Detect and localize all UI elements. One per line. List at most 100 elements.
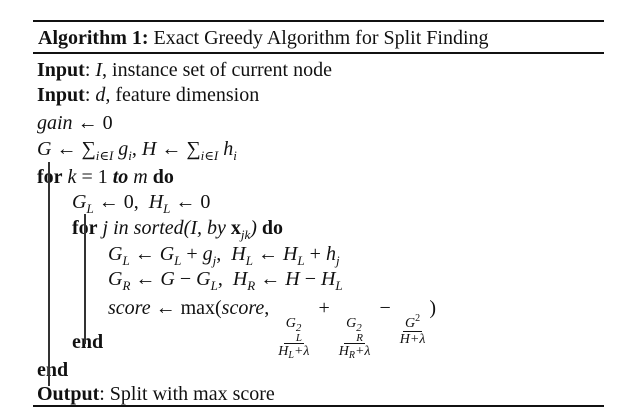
- text-segment: +λ: [293, 344, 310, 359]
- text-segment: jk: [240, 227, 251, 242]
- text-segment: H: [320, 268, 336, 290]
- text-segment: H: [285, 268, 300, 290]
- text-segment: R: [348, 350, 355, 361]
- text-segment: Exact Greedy Algorithm for Split Finding: [148, 27, 489, 49]
- for-k-loop: for k = 1 to m do: [37, 165, 174, 189]
- text-segment: score: [221, 297, 265, 319]
- text-segment: Input: [37, 84, 85, 106]
- score-update: score ← max(score, G 2 L HL+λ + G 2 R HR+λ − G…: [108, 296, 436, 363]
- text-segment: ← ∑: [156, 138, 201, 160]
- text-segment: G: [160, 268, 175, 290]
- text-segment: , instance set of current node: [102, 59, 332, 81]
- text-segment: end: [37, 359, 69, 381]
- superscript: 2: [295, 322, 302, 334]
- text-segment: L: [297, 253, 305, 268]
- text-segment: I: [95, 59, 103, 81]
- text-segment: end: [72, 331, 104, 353]
- inner-loop-bar: [84, 214, 86, 344]
- text-segment: R: [247, 278, 256, 293]
- text-segment: R: [122, 278, 131, 293]
- text-segment: +: [304, 243, 326, 265]
- text-segment: h: [325, 243, 336, 265]
- text-segment: g: [113, 138, 129, 160]
- init-sums: G ← ∑i∈I gi, H ← ∑i∈I hi: [37, 137, 237, 168]
- input-feature-dimension: Input: d, feature dimension: [37, 83, 259, 107]
- outer-loop-bar: [48, 162, 50, 386]
- fraction-denominator: H+λ: [398, 332, 428, 347]
- text-segment: ,: [217, 268, 233, 290]
- text-segment: H: [148, 191, 164, 213]
- text-segment: :: [84, 84, 96, 106]
- text-segment: ): [429, 297, 437, 319]
- text-segment: L: [163, 201, 171, 216]
- text-segment: −: [174, 268, 197, 290]
- text-segment: G: [108, 243, 123, 265]
- text-segment: Output: [37, 383, 100, 405]
- text-segment: H: [278, 344, 289, 359]
- text-segment: ← 0: [170, 191, 211, 213]
- text-segment: : Split with max score: [99, 383, 275, 405]
- text-segment: G: [285, 316, 296, 331]
- fraction: G 2 R HR+λ: [337, 316, 373, 363]
- end-outer-loop: end: [37, 358, 68, 382]
- bottom-rule: [33, 405, 604, 407]
- text-segment: ,: [216, 243, 232, 265]
- algorithm-title: Algorithm 1: Exact Greedy Algorithm for …: [38, 26, 489, 50]
- text-segment: x: [230, 217, 241, 239]
- text-segment: j in sorted(I, by: [102, 217, 231, 239]
- superscript: 2: [356, 322, 362, 334]
- update-right: GR ← G − GL, HR ← H − HL: [108, 267, 343, 298]
- text-segment: i: [233, 148, 237, 163]
- text-segment: Algorithm 1:: [38, 27, 149, 49]
- text-segment: +λ: [354, 344, 371, 359]
- text-segment: L: [288, 350, 294, 361]
- text-segment: i∈I: [95, 148, 114, 163]
- text-segment: L: [245, 253, 253, 268]
- fraction: G2 H+λ: [398, 311, 428, 347]
- text-segment: ←: [129, 243, 160, 265]
- text-segment: = 1: [76, 166, 113, 188]
- text-segment: do: [152, 166, 174, 188]
- text-segment: G: [37, 138, 52, 160]
- text-segment: , feature dimension: [105, 84, 260, 106]
- text-segment: gain: [37, 112, 73, 134]
- text-segment: H: [141, 138, 157, 160]
- text-segment: for: [37, 166, 63, 188]
- reset-left: GL ← 0, HL ← 0: [72, 190, 210, 221]
- text-segment: m: [133, 166, 148, 188]
- top-rule: [33, 20, 604, 22]
- text-segment: G: [108, 268, 123, 290]
- input-instance-set: Input: I, instance set of current node: [37, 58, 332, 82]
- text-segment: H: [338, 344, 349, 359]
- text-segment: do: [261, 217, 284, 239]
- text-segment: h: [218, 138, 234, 160]
- text-segment: d: [95, 84, 106, 106]
- text-segment: to: [112, 166, 129, 188]
- text-segment: 2: [415, 313, 421, 324]
- text-segment: G: [346, 316, 357, 331]
- text-segment: ←: [130, 268, 161, 290]
- text-segment: L: [335, 278, 343, 293]
- text-segment: ←: [255, 268, 286, 290]
- text-segment: G: [405, 316, 416, 331]
- text-segment: +: [313, 297, 335, 319]
- fraction: G 2 L HL+λ: [276, 316, 311, 363]
- update-left: GL ← GL + gj, HL ← HL + hj: [108, 242, 340, 273]
- text-segment: j: [335, 253, 340, 268]
- text-segment: ←: [252, 243, 283, 265]
- text-segment: H: [232, 268, 248, 290]
- text-segment: ,: [264, 297, 275, 319]
- for-j-loop: for j in sorted(I, by xjk) do: [72, 216, 283, 247]
- text-segment: Input: [37, 59, 85, 81]
- text-segment: L: [86, 201, 94, 216]
- text-segment: H: [231, 243, 246, 265]
- text-segment: ): [250, 217, 257, 239]
- text-segment: +: [181, 243, 203, 265]
- subscript: R: [356, 332, 364, 344]
- text-segment: L: [174, 253, 182, 268]
- title-rule: [33, 52, 604, 54]
- text-segment: :: [84, 59, 96, 81]
